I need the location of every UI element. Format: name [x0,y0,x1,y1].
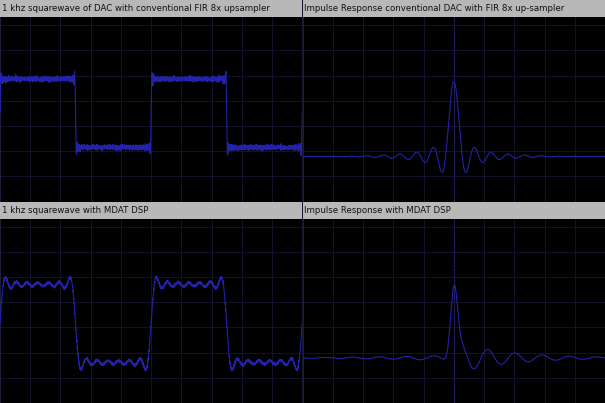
Text: Impulse Response with MDAT DSP: Impulse Response with MDAT DSP [304,206,451,214]
Bar [0,0,302,17]
Text: 1 khz squarewave with MDAT DSP: 1 khz squarewave with MDAT DSP [1,206,148,214]
Bar [302,202,605,218]
Text: 1 khz squarewave of DAC with conventional FIR 8x upsampler: 1 khz squarewave of DAC with conventiona… [1,4,269,13]
Bar [0,202,302,218]
Bar [302,0,605,17]
Text: Impulse Response conventional DAC with FIR 8x up-sampler: Impulse Response conventional DAC with F… [304,4,564,13]
